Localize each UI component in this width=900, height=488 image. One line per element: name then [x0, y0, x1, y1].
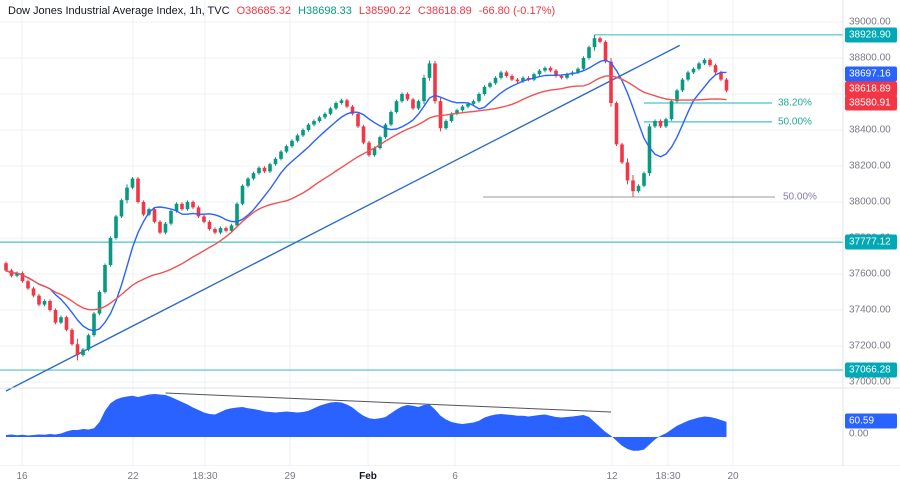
indicator-pane: [6, 392, 727, 451]
time-axis-label: 18:30: [192, 471, 218, 482]
ohlc-high: H38698.33: [298, 5, 352, 17]
change-value: -66.80 (-0.17%): [478, 5, 556, 17]
symbol-title[interactable]: Dow Jones Industrial Average Index, 1h, …: [8, 5, 230, 17]
time-axis-label: 6: [452, 471, 458, 482]
high-value: 38698.33: [305, 5, 352, 17]
open-value: 38685.32: [245, 5, 292, 17]
time-axis-label: Feb: [359, 471, 377, 482]
close-label: C: [417, 5, 426, 17]
low-value: 38590.22: [364, 5, 411, 17]
chart-legend: Dow Jones Industrial Average Index, 1h, …: [8, 5, 555, 17]
ohlc-open: O38685.32: [237, 5, 291, 17]
fib-retracement-lines[interactable]: [483, 102, 775, 198]
ohlc-low: L38590.22: [359, 5, 411, 17]
close-value: 38618.89: [425, 5, 472, 17]
ma-fast-line: [5, 59, 727, 332]
time-axis-label: 22: [127, 471, 139, 482]
indicator-trendline[interactable]: [165, 392, 612, 413]
ohlc-close: C38618.89: [418, 5, 472, 17]
high-label: H: [298, 5, 306, 17]
moving-average-lines: [5, 59, 727, 332]
time-axis-label: 12: [606, 471, 618, 482]
ma-slow-line: [5, 75, 727, 311]
low-label: L: [358, 5, 365, 17]
time-axis-label: 20: [727, 471, 739, 482]
time-axis-label: 16: [16, 471, 28, 482]
open-label: O: [236, 5, 246, 17]
trendline-main[interactable]: [5, 44, 681, 392]
time-axis-label: 29: [284, 471, 296, 482]
pane-separators: [0, 0, 900, 467]
indicator-area: [6, 394, 727, 451]
horizontal-level-lines[interactable]: [0, 34, 843, 371]
candlestick-series: [4, 34, 729, 361]
time-axis[interactable]: 16 22 18:30 29 Feb 6 12 18:30 20: [0, 466, 900, 488]
time-axis-label: 18:30: [655, 471, 681, 482]
